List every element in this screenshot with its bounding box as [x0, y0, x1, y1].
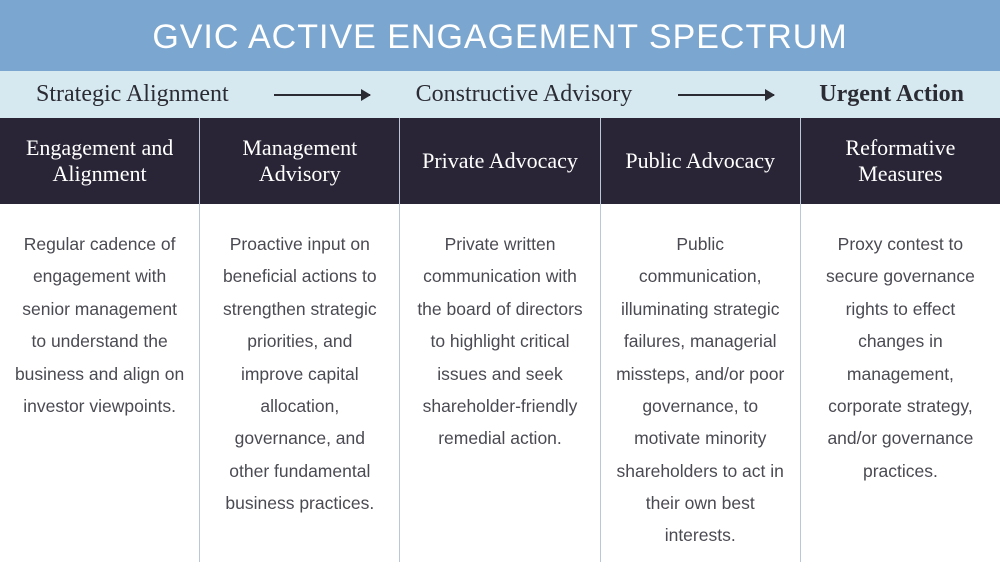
column-public: Public Advocacy Public communication, il… [601, 118, 801, 562]
banner-title: GVIC ACTIVE ENGAGEMENT SPECTRUM [0, 18, 1000, 57]
spectrum-label-urgent: Urgent Action [819, 81, 964, 108]
column-management: Management Advisory Proactive input on b… [200, 118, 400, 562]
column-header: Engagement and Alignment [0, 118, 199, 204]
column-header: Reformative Measures [801, 118, 1000, 204]
column-engagement: Engagement and Alignment Regular cadence… [0, 118, 200, 562]
spectrum-label-strategic: Strategic Alignment [36, 81, 229, 108]
column-body: Public communication, illuminating strat… [601, 204, 800, 562]
column-header: Private Advocacy [400, 118, 599, 204]
column-header: Public Advocacy [601, 118, 800, 204]
column-body: Private written communication with the b… [400, 204, 599, 562]
column-body: Proactive input on beneficial actions to… [200, 204, 399, 562]
column-header: Management Advisory [200, 118, 399, 204]
columns: Engagement and Alignment Regular cadence… [0, 118, 1000, 562]
spectrum-label-constructive: Constructive Advisory [416, 81, 633, 108]
column-private: Private Advocacy Private written communi… [400, 118, 600, 562]
arrow-icon [274, 94, 370, 96]
banner: GVIC ACTIVE ENGAGEMENT SPECTRUM [0, 0, 1000, 71]
column-body: Proxy contest to secure governance right… [801, 204, 1000, 562]
column-body: Regular cadence of engagement with senio… [0, 204, 199, 562]
spectrum-bar: Strategic Alignment Constructive Advisor… [0, 71, 1000, 118]
arrow-icon [678, 94, 774, 96]
column-reformative: Reformative Measures Proxy contest to se… [801, 118, 1000, 562]
